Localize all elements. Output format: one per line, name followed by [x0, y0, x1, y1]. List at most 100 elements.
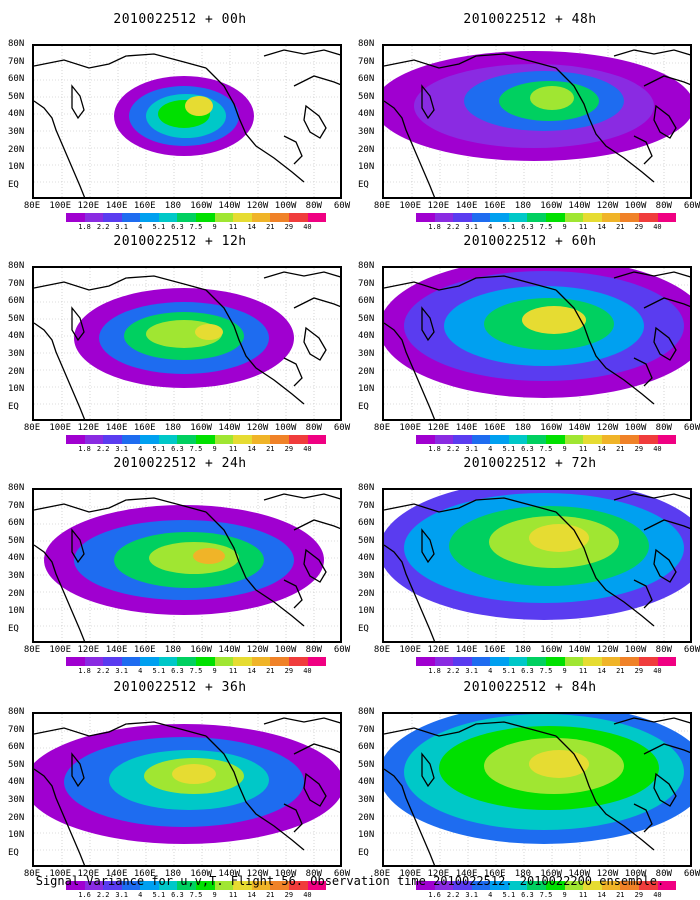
colorbar-swatch [307, 881, 327, 890]
longitude-tick-label: 120E [77, 423, 100, 433]
map-panel: 2010022512 + 48h 80N 70N 60N 50N 40N 30N 20N 10N… [358, 4, 700, 231]
colorbar-label: 9 [212, 223, 217, 231]
latitude-tick-label: 60N [8, 74, 25, 85]
longitude-tick-label: 160E [133, 645, 156, 655]
longitude-tick-label: 100E [399, 201, 422, 211]
colorbar-swatch [601, 657, 621, 666]
colorbar-swatch [196, 881, 215, 890]
latitude-tick-label: 60N [358, 296, 375, 307]
colorbar-swatch [103, 213, 122, 222]
colorbar-swatch [546, 435, 565, 444]
colorbar-label: 4 [138, 891, 143, 899]
longitude-tick-label: 80E [23, 869, 41, 879]
colorbar [416, 657, 677, 666]
latitude-tick-label: EQ [358, 179, 369, 190]
colorbar-label: 40 [653, 223, 662, 231]
coastline [205, 511, 305, 627]
colorbar-label: 21 [616, 445, 625, 453]
colorbar-label: 21 [266, 891, 275, 899]
colorbar-label: 3.1 [115, 667, 129, 675]
colorbar-swatch [196, 213, 215, 222]
colorbar-label: 29 [634, 223, 644, 231]
longitude-tick-label: 160E [483, 645, 506, 655]
coastline [71, 752, 85, 788]
colorbar-swatch [158, 881, 178, 890]
coastline [643, 519, 690, 531]
longitude-tick-label: 60W [333, 201, 351, 211]
colorbar-swatch [233, 657, 252, 666]
colorbar-swatch [508, 881, 528, 890]
latitude-tick-label: 10N [8, 384, 25, 395]
colorbar-swatch [564, 435, 584, 444]
longitude-tick-label: 100E [49, 645, 72, 655]
colorbar-swatch [620, 657, 639, 666]
coastline [283, 135, 303, 165]
colorbar-label: 2.2 [446, 667, 460, 675]
colorbar-swatch [66, 657, 85, 666]
colorbar-swatch [638, 657, 658, 666]
colorbar-swatch [214, 435, 234, 444]
map-panel: 2010022512 + 60h 80N 70N 60N 50N 40N 30N 20N 10N… [358, 226, 700, 453]
latitude-tick-label: 40N [8, 777, 25, 788]
latitude-tick-label: 40N [8, 109, 25, 120]
colorbar-swatch [177, 435, 197, 444]
coastline [421, 306, 435, 342]
colorbar-label: 11 [228, 223, 238, 231]
colorbar-label: 9 [212, 667, 217, 675]
colorbar-swatch [66, 435, 85, 444]
longitude-tick-label: 100W [274, 645, 297, 655]
map-plot-area [382, 712, 692, 867]
colorbar [66, 435, 327, 444]
colorbar-swatch [84, 435, 104, 444]
latitude-tick-label: EQ [358, 847, 369, 858]
latitude-tick-label: 80N [8, 483, 25, 493]
colorbar-label: 2.2 [96, 667, 110, 675]
colorbar-label: 1.8 [428, 445, 441, 453]
colorbar-swatch [416, 435, 435, 444]
colorbar-label: 21 [266, 223, 275, 231]
colorbar-label: 1.8 [78, 223, 91, 231]
colorbar-swatch [434, 435, 454, 444]
colorbar-label: 7.5 [539, 223, 553, 231]
colorbar-label: 7.5 [189, 445, 203, 453]
coastline [263, 271, 340, 279]
latitude-tick-label: 50N [358, 91, 375, 102]
panel-title: 2010022512 + 48h [463, 12, 597, 27]
latitude-tick-label: 40N [358, 331, 375, 342]
longitude-tick-label: 80E [23, 645, 41, 655]
colorbar-label: 7.5 [189, 223, 203, 231]
colorbar-swatch [140, 213, 159, 222]
variance-contour [529, 524, 589, 552]
colorbar-label: 3.1 [115, 891, 129, 899]
coastline [34, 322, 86, 419]
colorbar-swatch [177, 213, 197, 222]
longitude-tick-label: 120W [596, 201, 619, 211]
coastline [384, 768, 436, 865]
colorbar-label: 11 [228, 445, 238, 453]
map-svg [384, 46, 690, 197]
longitude-tick-label: 100E [49, 869, 72, 879]
colorbar-swatch [288, 657, 308, 666]
longitude-tick-label: 140W [568, 645, 591, 655]
colorbar-swatch [583, 435, 602, 444]
latitude-tick-label: 60N [8, 742, 25, 753]
longitude-tick-label: 100W [624, 645, 647, 655]
longitude-tick-label: 80E [373, 645, 391, 655]
colorbar-label: 5.1 [502, 891, 516, 899]
longitude-tick-label: 160W [190, 645, 212, 655]
panel-title: 2010022512 + 72h [463, 456, 597, 471]
colorbar-swatch [103, 435, 122, 444]
latitude-tick-label: 40N [8, 553, 25, 564]
longitude-tick-label: 120E [427, 201, 450, 211]
coastline [633, 803, 653, 833]
colorbar-swatch [66, 881, 85, 890]
variance-contour [530, 86, 574, 110]
coastline [34, 100, 86, 197]
coastline [303, 772, 327, 807]
colorbar-swatch [657, 657, 677, 666]
colorbar-swatch [583, 881, 602, 890]
longitude-tick-label: 140W [568, 201, 591, 211]
longitude-tick-label: 80W [305, 423, 322, 433]
latitude-tick-label: 10N [8, 162, 25, 173]
colorbar-label: 9 [562, 667, 567, 675]
